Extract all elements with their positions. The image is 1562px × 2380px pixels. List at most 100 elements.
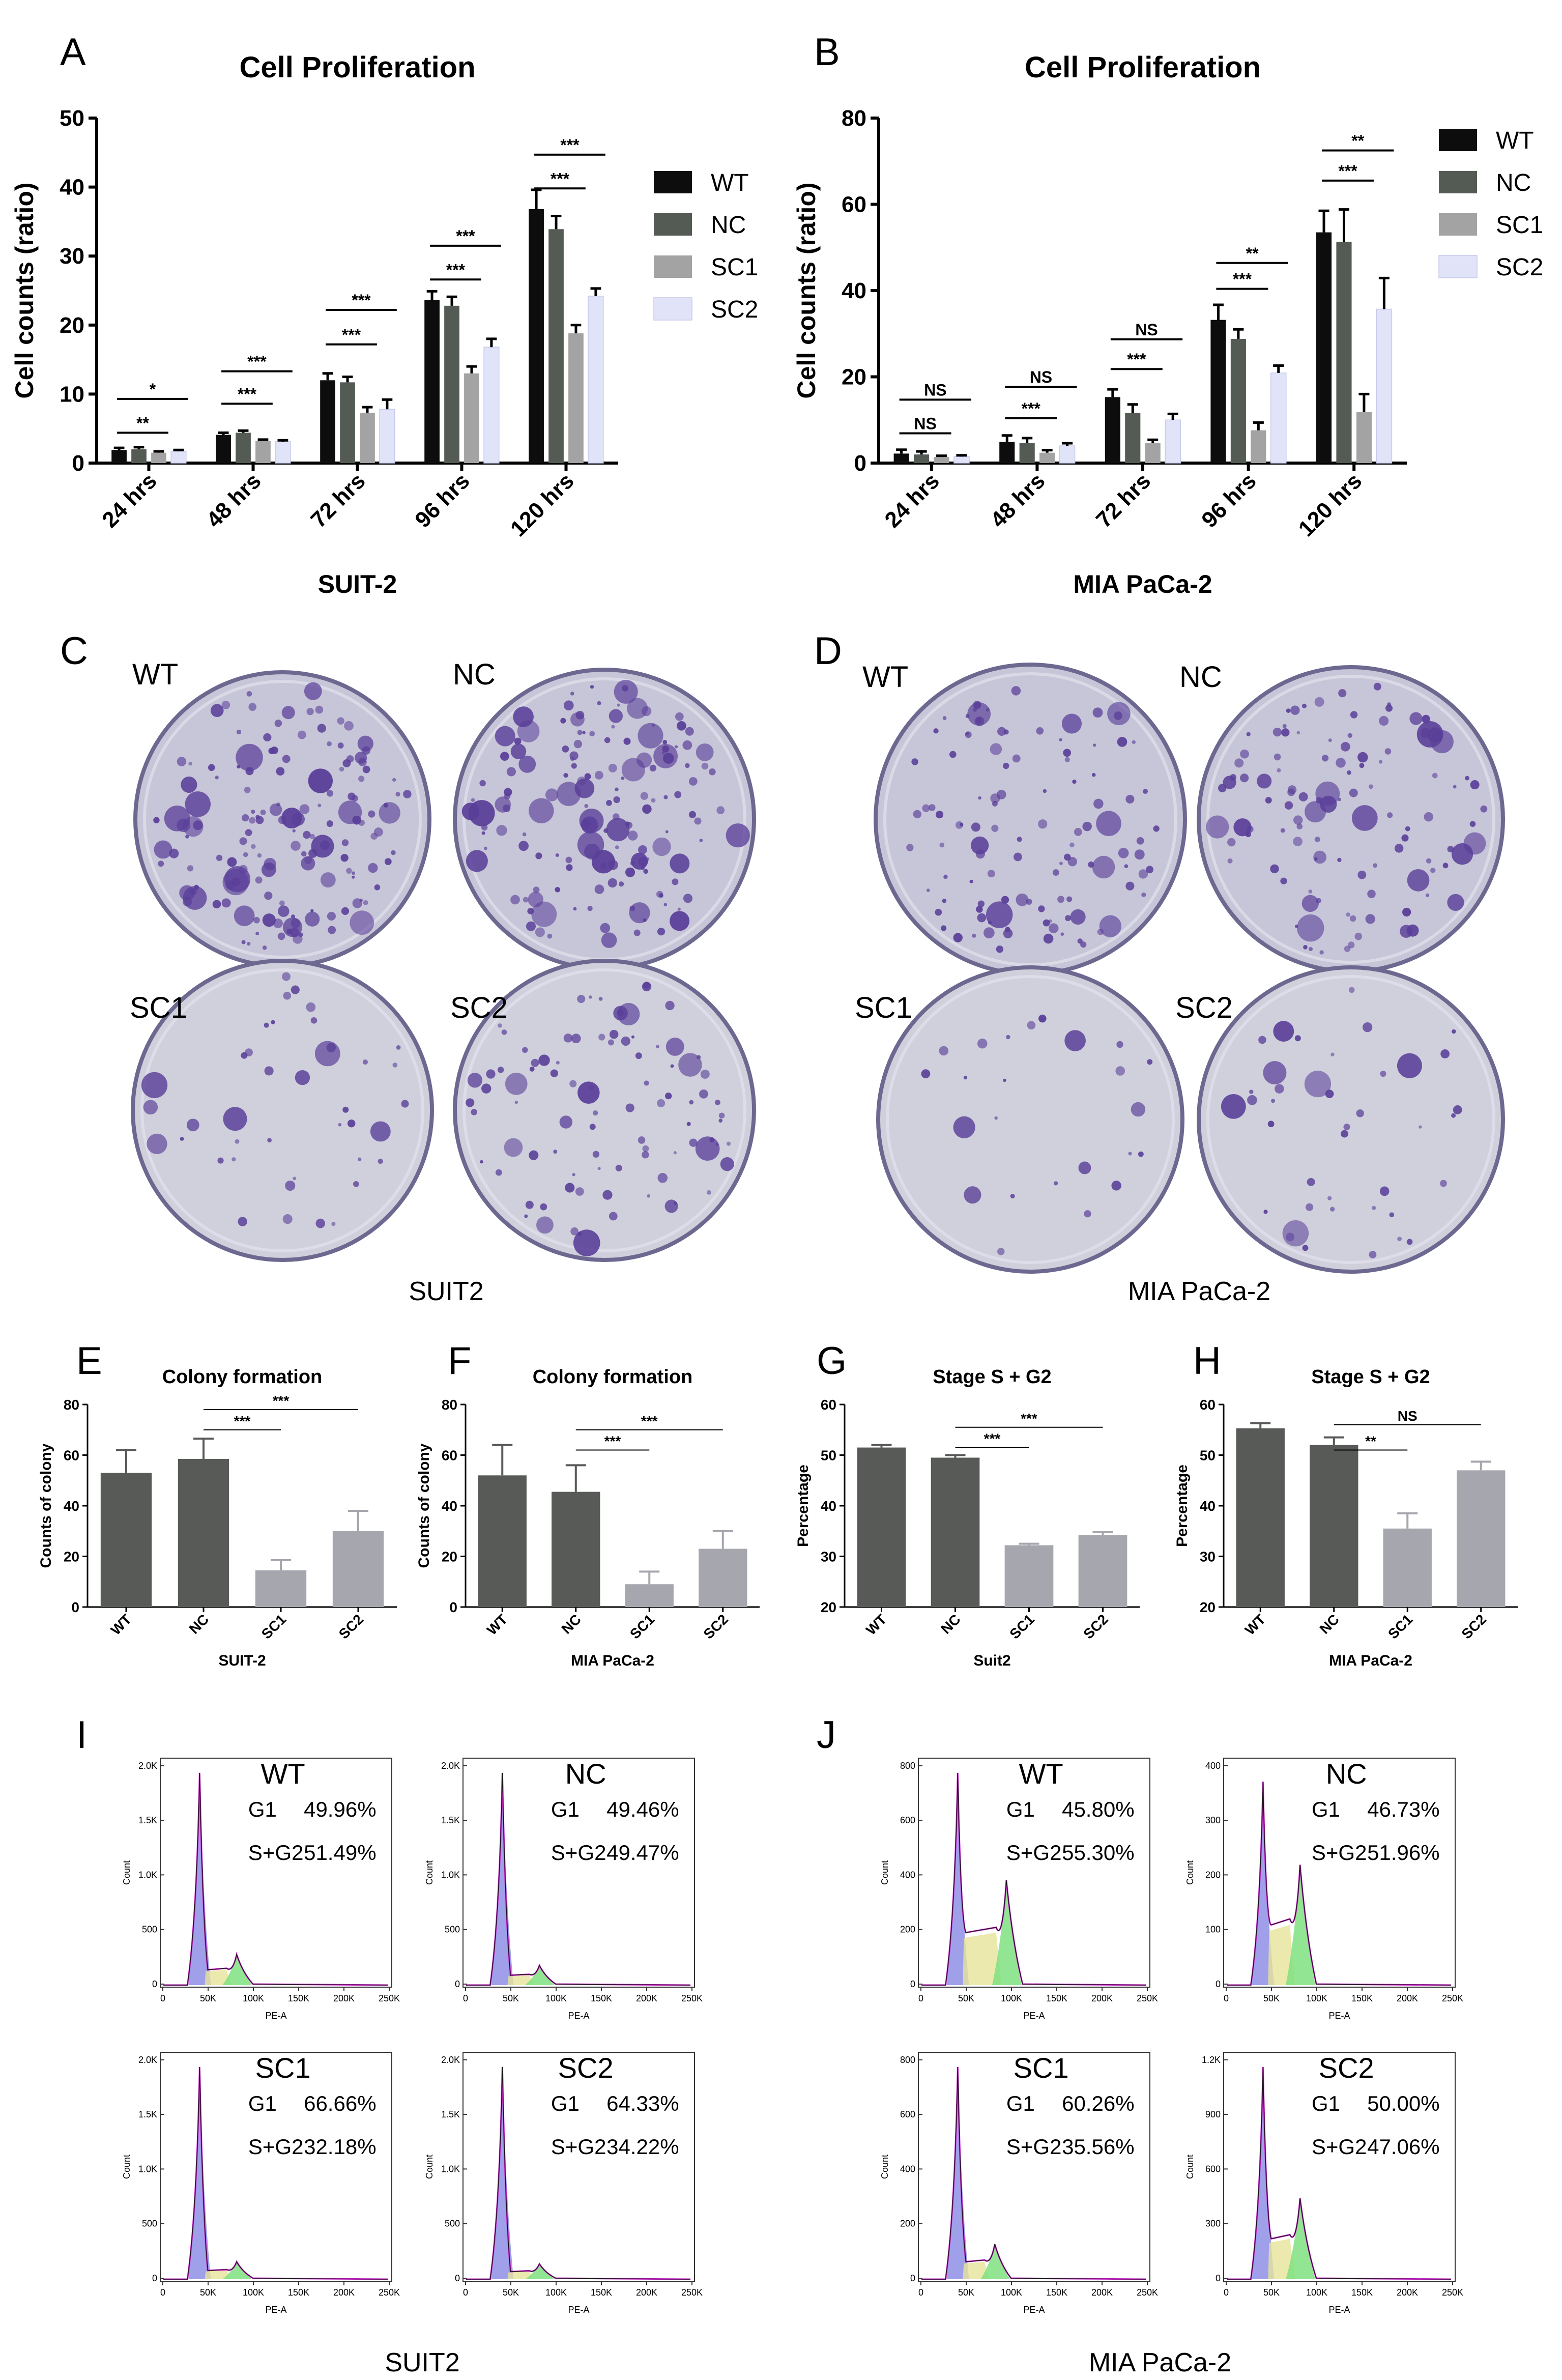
colony: [358, 776, 365, 782]
stage-sg2-chart-suit2: Stage S + G2 20 30 40 50 60 Percentage WT NC SC1 S…: [795, 1366, 1140, 1669]
colony: [281, 808, 302, 829]
colony: [1066, 896, 1073, 902]
colony: [251, 809, 255, 814]
plate: [457, 672, 752, 967]
colony: [1373, 863, 1378, 868]
colony: [555, 886, 561, 893]
colony: [642, 1151, 649, 1159]
colony: [221, 701, 230, 709]
x-tick-label: 50K: [1263, 2287, 1280, 2298]
y-tick-label: 2.0K: [441, 2055, 460, 2065]
bar-sc2: [275, 441, 291, 464]
g1-label: G1: [1006, 1797, 1035, 1821]
colony: [994, 1116, 998, 1120]
colony: [522, 832, 527, 837]
colony: [563, 772, 568, 778]
colony: [340, 853, 349, 862]
y-tick-label: 800: [900, 1761, 915, 1771]
colony: [1263, 1061, 1287, 1085]
colony: [363, 900, 368, 905]
colony: [1010, 1193, 1015, 1199]
colony: [608, 878, 617, 888]
g2-area: [980, 2244, 1010, 2279]
colony: [677, 907, 681, 911]
y-axis-title: Cell counts (ratio): [792, 182, 821, 398]
colony: [570, 712, 585, 727]
colony: [589, 731, 595, 737]
sg2-label: S+G2: [1312, 2135, 1367, 2159]
colony: [503, 804, 511, 812]
colony: [642, 1145, 649, 1152]
colony: [1115, 1066, 1125, 1076]
panel-letter-g: G: [817, 1339, 847, 1383]
s-area: [1268, 2239, 1295, 2279]
colony: [611, 725, 615, 729]
colony: [1069, 842, 1075, 848]
x-axis-title: SUIT-2: [218, 1652, 266, 1669]
y-tick-label: 1.0K: [138, 1870, 157, 1880]
colony: [264, 1066, 274, 1076]
colony: [1077, 938, 1083, 944]
colony: [1059, 738, 1062, 741]
colony: [933, 728, 939, 734]
colony: [223, 1107, 247, 1131]
y-tick-label: 500: [142, 2219, 157, 2229]
colony: [631, 1035, 635, 1039]
significance-label: ***: [273, 1393, 290, 1409]
colony: [1227, 838, 1236, 847]
colony: [640, 866, 645, 870]
colony: [1146, 866, 1153, 874]
y-tick-label: 0: [152, 1979, 157, 1989]
colony: [625, 1103, 634, 1112]
bar-sc2: [1078, 1535, 1127, 1607]
g1-value: 50.00%: [1367, 2091, 1439, 2115]
bar-wt: [1210, 320, 1226, 463]
colony: [331, 1222, 336, 1226]
colony: [187, 865, 194, 872]
colony: [315, 1218, 326, 1228]
colony: [638, 1136, 646, 1144]
colony: [597, 1167, 601, 1170]
colony: [504, 788, 512, 796]
colony: [1014, 852, 1022, 862]
colony: [649, 764, 657, 772]
colony: [562, 745, 569, 753]
colony: [990, 743, 1002, 755]
colony: [529, 1067, 535, 1072]
colony: [1343, 1124, 1350, 1131]
x-tick-label: 200K: [1091, 2287, 1113, 2298]
colony: [1338, 689, 1347, 698]
colony: [1138, 1151, 1144, 1157]
y-tick-label: 20: [1200, 1599, 1216, 1615]
x-tick-label: 150K: [591, 2287, 612, 2298]
colony: [589, 1124, 596, 1130]
colony: [942, 899, 947, 903]
colony: [1325, 1089, 1334, 1099]
colony: [571, 1034, 581, 1044]
y-axis-title: Cell counts (ratio): [10, 182, 39, 398]
bar-wt: [424, 300, 440, 463]
bar-sc2: [1457, 1470, 1506, 1607]
colony: [913, 810, 922, 819]
bar-sc2: [170, 451, 187, 464]
colony: [185, 835, 189, 839]
colony: [486, 1069, 496, 1079]
x-tick-label: SC2: [1459, 1611, 1489, 1642]
bar-wt: [320, 380, 335, 463]
colony: [1397, 1053, 1422, 1078]
colony: [1273, 1021, 1294, 1042]
x-axis-title: PE-A: [1328, 2011, 1350, 2021]
histogram-line: [921, 2067, 1146, 2280]
colony: [560, 718, 566, 724]
x-tick-label: 100K: [1001, 1993, 1022, 2003]
colony: [362, 765, 370, 773]
colony: [1296, 823, 1303, 830]
colony: [208, 764, 215, 771]
colony: [1379, 716, 1389, 726]
colony: [949, 751, 957, 758]
colony: [1301, 895, 1319, 912]
x-tick-label: 200K: [1397, 2287, 1418, 2298]
colony: [1451, 1029, 1456, 1034]
colony: [627, 698, 648, 719]
g1-value: 66.66%: [304, 2091, 376, 2115]
